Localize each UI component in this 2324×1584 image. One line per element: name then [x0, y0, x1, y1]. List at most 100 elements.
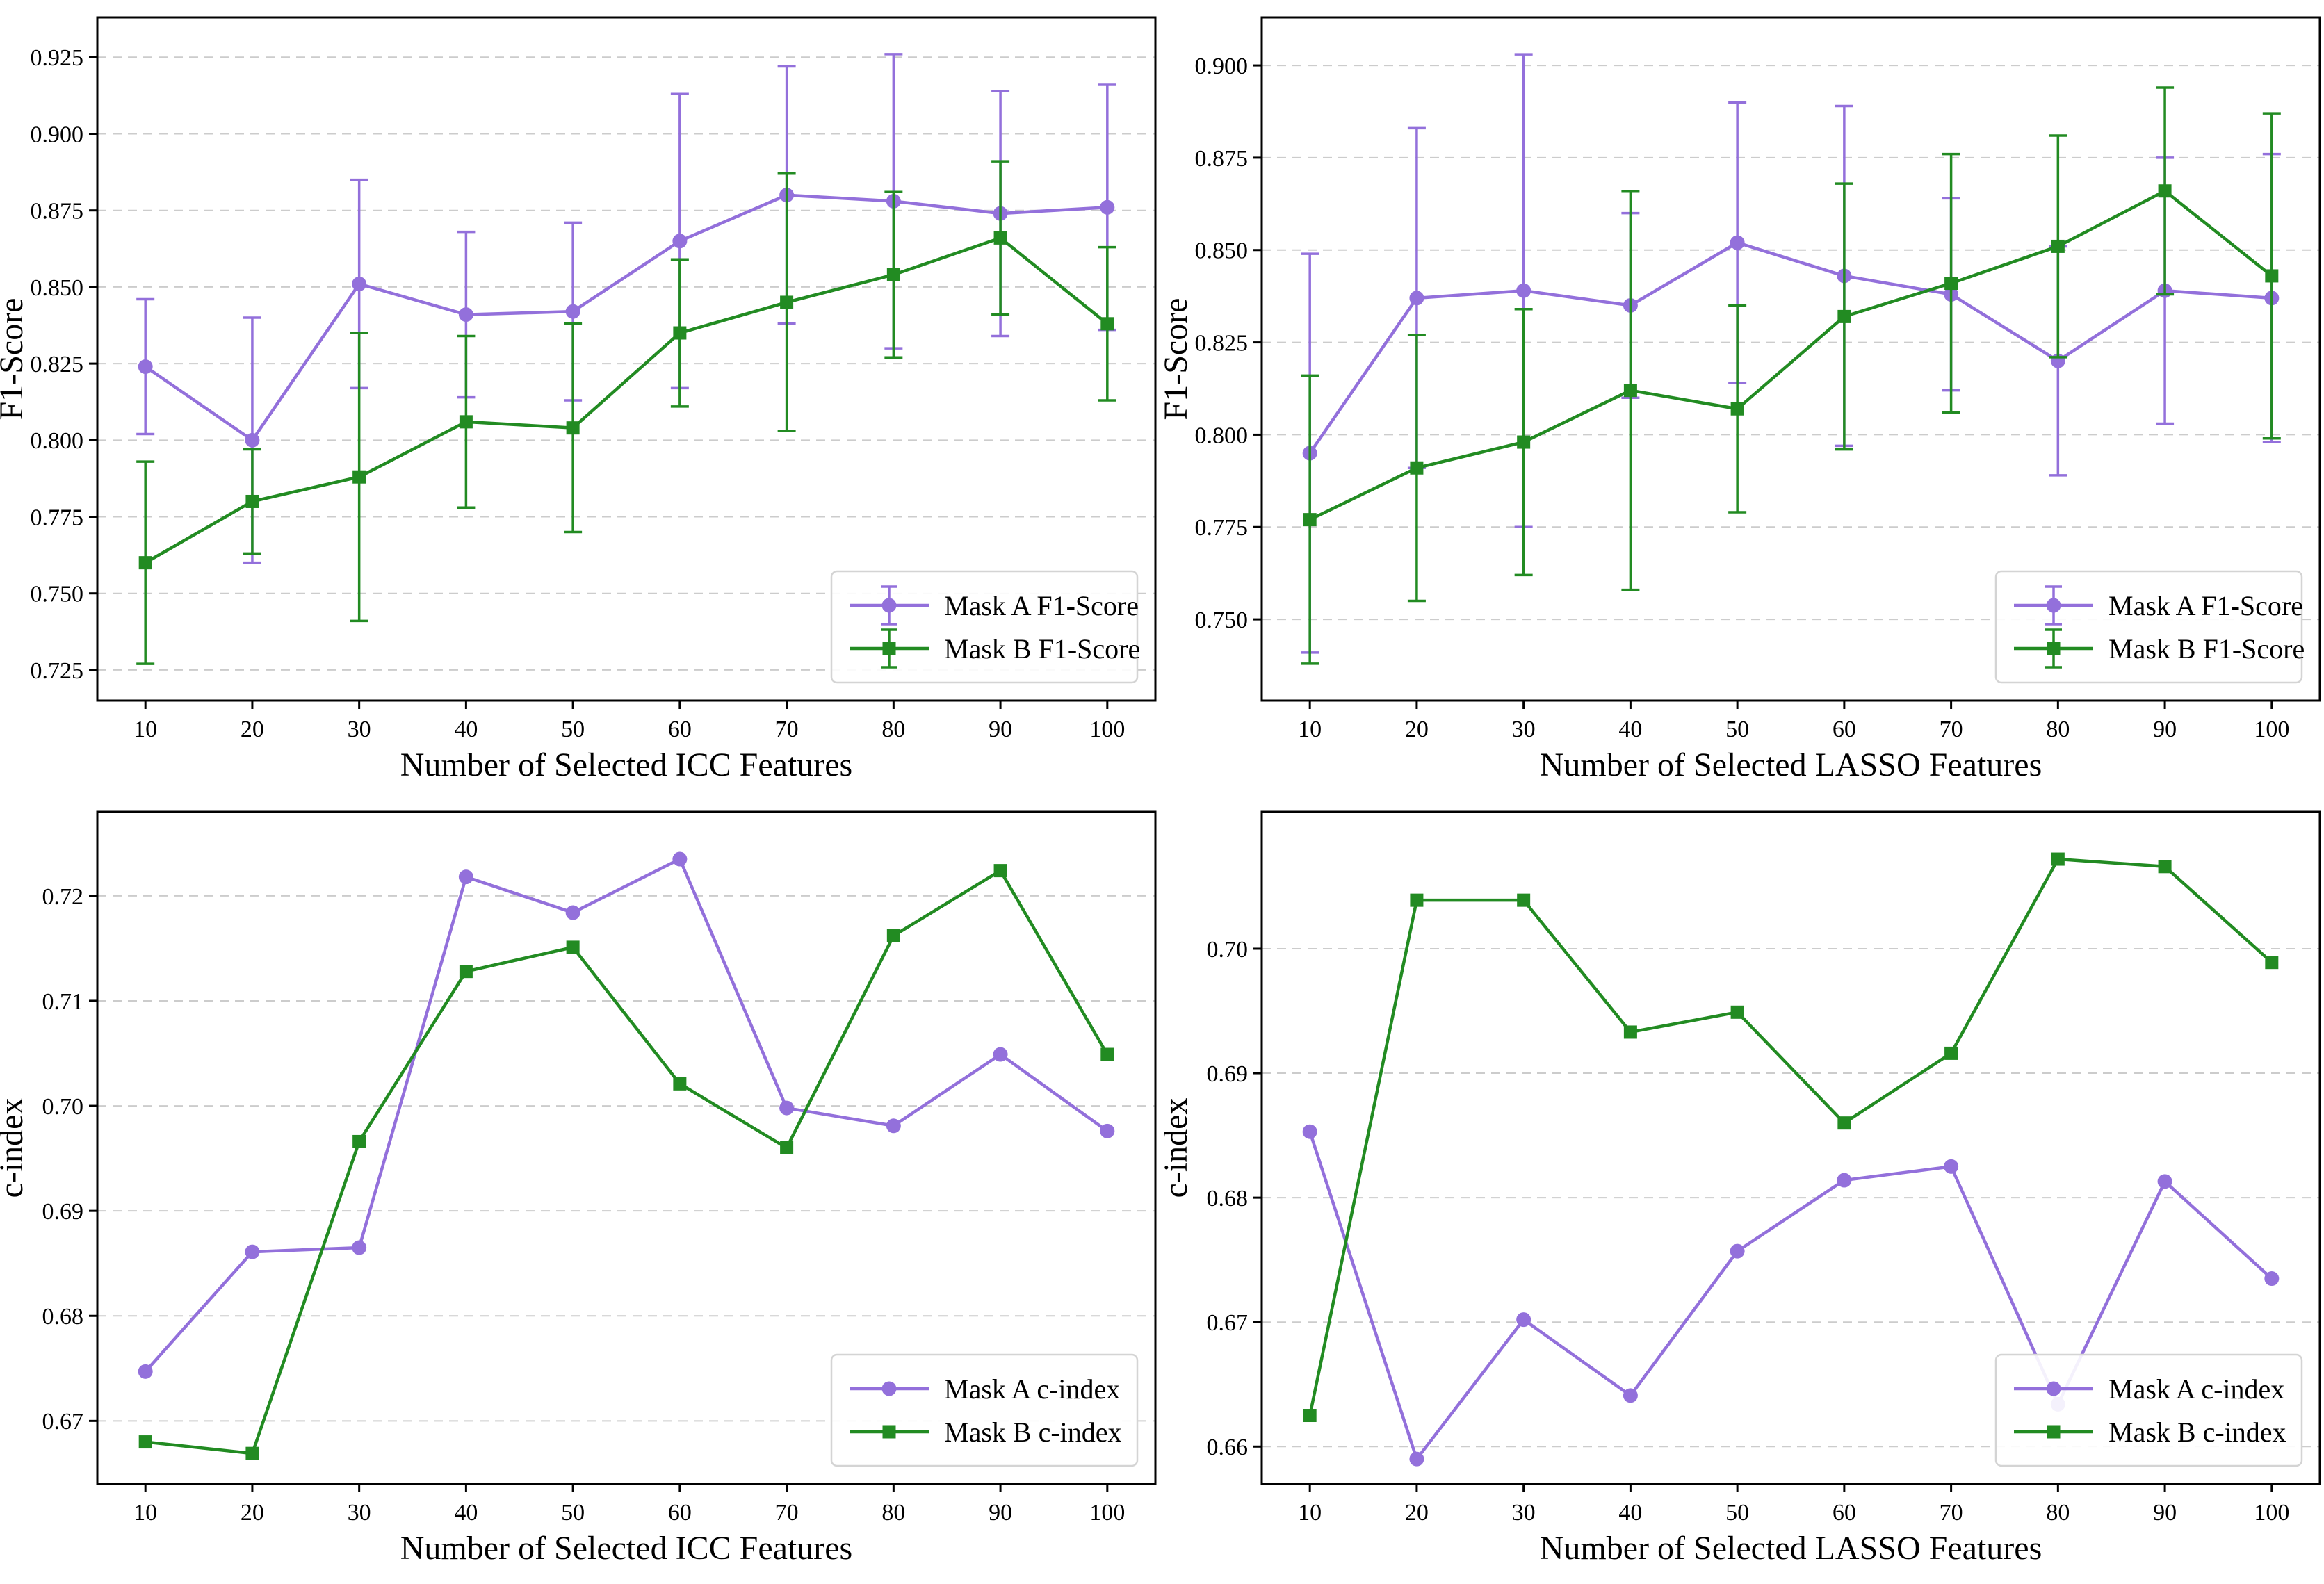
data-point-marker	[1837, 1173, 1852, 1188]
data-point-marker	[1410, 893, 1424, 907]
y-tick-label: 0.67	[42, 1409, 84, 1435]
legend-box	[830, 570, 1139, 684]
x-tick-label: 60	[1833, 1500, 1856, 1526]
y-tick-label: 0.875	[1195, 146, 1249, 172]
data-point-marker	[138, 1435, 152, 1449]
data-point-marker	[2265, 269, 2279, 283]
x-tick-label: 20	[241, 1500, 264, 1526]
y-tick-label: 0.750	[1195, 607, 1249, 633]
x-tick-label: 10	[1298, 717, 1322, 742]
data-point-marker	[1623, 1025, 1637, 1039]
data-point-marker	[673, 1077, 687, 1091]
subplot-lasso-f1: 0.750 0.775 0.800 0.825 0.850 0.875 0.900 10 20 3…	[1157, 16, 2321, 783]
data-point-marker	[566, 940, 580, 954]
y-axis-ticks: 0.66 0.67 0.68 0.69 0.70	[1207, 937, 1262, 1460]
legend-entry-mask-b: Mask B c-index	[2014, 1416, 2286, 1448]
data-point-marker	[565, 905, 580, 920]
data-point-marker	[993, 864, 1007, 878]
legend-label: Mask B F1-Score	[2108, 633, 2305, 664]
gridlines	[1262, 65, 2320, 621]
data-point-marker	[458, 307, 473, 322]
x-tick-label: 70	[775, 717, 799, 742]
series-line	[1308, 240, 2274, 455]
y-tick-label: 0.800	[1195, 423, 1249, 448]
x-tick-label: 30	[1512, 717, 1536, 742]
y-axis-label: c-index	[0, 1098, 30, 1198]
data-point-marker	[1303, 1409, 1317, 1423]
y-tick-label: 0.70	[42, 1094, 84, 1120]
data-point-marker	[672, 234, 688, 249]
series-line	[1308, 189, 2274, 521]
legend-box	[1994, 570, 2303, 684]
x-tick-label: 10	[1298, 1500, 1322, 1526]
legend-label: Mask B c-index	[2108, 1416, 2286, 1448]
data-point-marker	[245, 494, 259, 508]
data-point-marker	[458, 869, 473, 885]
data-point-marker	[1730, 235, 1745, 250]
data-point-marker	[1303, 513, 1317, 527]
x-tick-label: 30	[1512, 1500, 1536, 1526]
data-point-marker	[245, 1446, 259, 1460]
legend-entry-mask-a: Mask A c-index	[850, 1373, 1120, 1405]
data-point-marker	[1623, 384, 1637, 398]
data-point-marker	[1837, 1116, 1851, 1130]
legend-marker	[881, 598, 897, 613]
data-point-marker	[1730, 1243, 1745, 1259]
x-tick-label: 90	[2153, 717, 2177, 742]
data-point-marker	[1516, 283, 1531, 298]
data-point-marker	[2265, 956, 2279, 970]
legend-entry-mask-a: Mask A F1-Score	[2014, 585, 2303, 626]
x-tick-label: 80	[2046, 1500, 2070, 1526]
data-point-marker	[2158, 860, 2172, 874]
data-point-marker	[459, 415, 473, 429]
y-tick-label: 0.66	[1207, 1435, 1249, 1460]
x-tick-label: 60	[668, 1500, 692, 1526]
legend-entry-mask-b: Mask B c-index	[850, 1416, 1122, 1448]
x-tick-label: 50	[1725, 717, 1749, 742]
data-point-marker	[780, 295, 794, 309]
y-tick-label: 0.775	[31, 505, 84, 530]
x-axis-label: Number of Selected ICC Features	[400, 1530, 852, 1567]
data-point-marker	[352, 1134, 366, 1148]
x-tick-label: 50	[561, 717, 585, 742]
x-axis-label: Number of Selected LASSO Features	[1540, 1530, 2042, 1567]
y-tick-label: 0.71	[42, 989, 84, 1015]
series-line	[143, 236, 1110, 564]
x-axis-ticks: 10 20 30 40 50 60 70 80 90 100	[133, 701, 1125, 742]
legend-entry-mask-a: Mask A F1-Score	[850, 585, 1139, 626]
legend-marker	[2047, 1425, 2061, 1439]
data-point-marker	[2051, 852, 2065, 866]
data-point-marker	[886, 929, 900, 942]
legend: Mask A F1-Score Mask B F1-Score	[1994, 570, 2305, 684]
data-point-marker	[1944, 1046, 1958, 1060]
y-tick-label: 0.68	[1207, 1186, 1249, 1211]
x-tick-label: 20	[1405, 717, 1429, 742]
x-axis-ticks: 10 20 30 40 50 60 70 80 90 100	[1298, 701, 2289, 742]
axes-frame	[1260, 810, 2321, 1485]
legend: Mask A c-index Mask B c-index	[1994, 1353, 2303, 1467]
y-tick-label: 0.70	[1207, 937, 1249, 963]
legend-label: Mask B F1-Score	[944, 633, 1140, 664]
y-axis-label: F1-Score	[1157, 298, 1194, 421]
data-point-marker	[2158, 184, 2172, 198]
data-point-marker	[1100, 199, 1115, 215]
x-tick-label: 90	[989, 717, 1012, 742]
data-point-marker	[1837, 309, 1851, 323]
x-tick-label: 30	[348, 717, 371, 742]
y-tick-label: 0.725	[31, 658, 84, 684]
legend-box	[1994, 1353, 2303, 1467]
legend: Mask A c-index Mask B c-index	[830, 1353, 1139, 1467]
legend-marker	[882, 1425, 896, 1439]
x-tick-label: 80	[881, 717, 905, 742]
x-tick-label: 10	[133, 1500, 157, 1526]
y-tick-label: 0.925	[31, 45, 84, 71]
x-tick-label: 50	[561, 1500, 585, 1526]
legend-entry-mask-b: Mask B F1-Score	[850, 628, 1140, 669]
data-point-marker	[245, 432, 260, 448]
y-tick-label: 0.750	[31, 582, 84, 607]
legend-label: Mask A c-index	[944, 1373, 1120, 1405]
gridlines	[97, 895, 1155, 1422]
